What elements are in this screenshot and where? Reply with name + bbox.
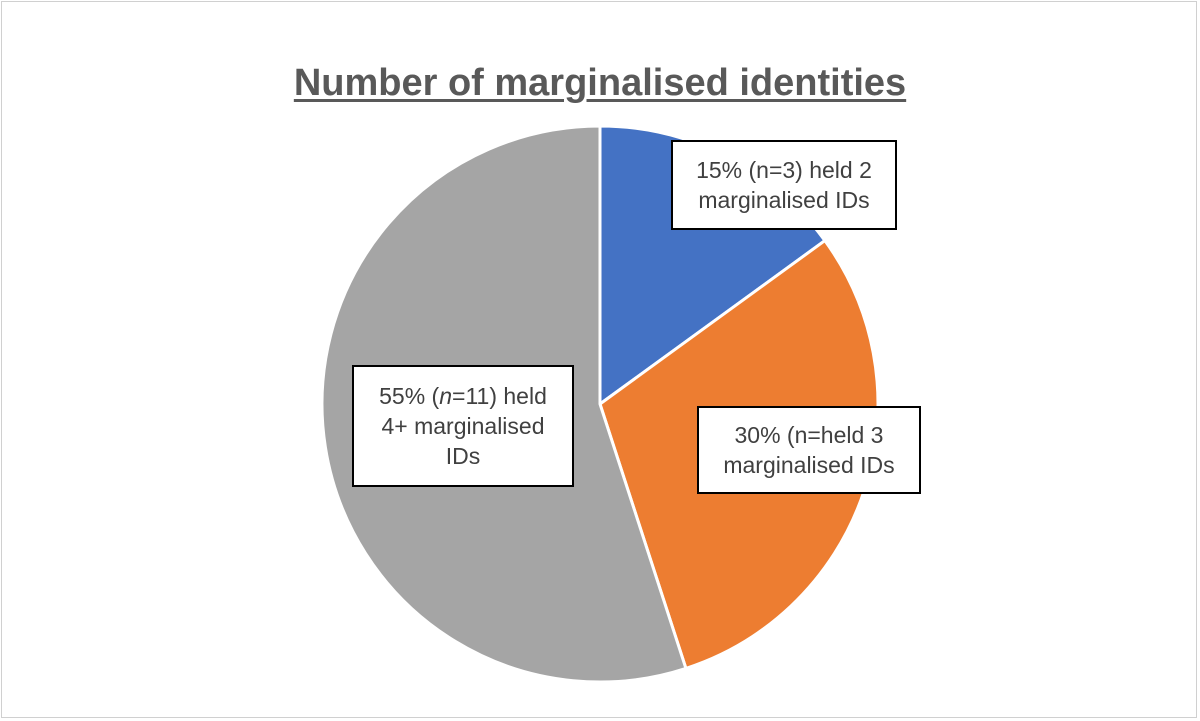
data-label-2-ids-line1: 15% (n=3) held 2 xyxy=(696,157,872,183)
data-label-2-ids-line2: marginalised IDs xyxy=(698,187,870,213)
data-label-3-ids-line1: 30% (n=held 3 xyxy=(734,422,884,448)
data-label-4plus-ids-line2: 4+ marginalised xyxy=(381,413,545,439)
data-label-2-ids: 15% (n=3) held 2 marginalised IDs xyxy=(671,140,897,230)
data-label-4plus-ids-line3: IDs xyxy=(445,443,481,469)
data-label-3-ids: 30% (n=held 3 marginalised IDs xyxy=(697,406,921,494)
data-label-3-ids-line2: marginalised IDs xyxy=(723,452,895,478)
data-label-4plus-ids: 55% (n=11) held 4+ marginalised IDs xyxy=(352,365,574,487)
chart-title: Number of marginalised identities xyxy=(293,62,907,104)
data-label-4plus-ids-line1: 55% (n=11) held xyxy=(379,383,547,409)
